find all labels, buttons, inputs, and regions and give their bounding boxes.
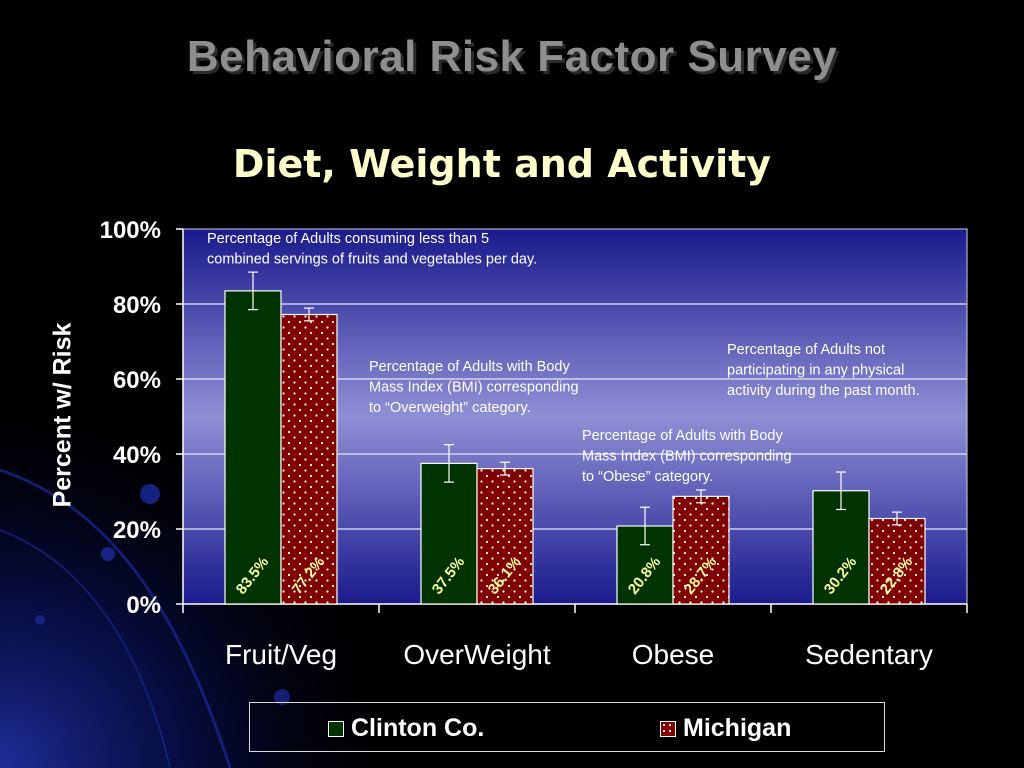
y-tick-label: 100% — [100, 217, 161, 244]
x-tick-label: Sedentary — [805, 639, 933, 670]
annotation-text: Percentage of Adults not — [727, 342, 885, 358]
annotation-text: Mass Index (BMI) corresponding — [369, 380, 579, 396]
annotation-text: activity during the past month. — [727, 383, 920, 399]
annotation-text: combined servings of fruits and vegetabl… — [207, 252, 537, 268]
legend-swatch-michigan — [660, 720, 676, 737]
x-tick-label: Fruit/Veg — [225, 639, 337, 670]
annotation-text: Percentage of Adults consuming less than… — [207, 231, 489, 247]
x-tick-label: Obese — [632, 639, 715, 670]
chart-legend: Clinton Co. Michigan — [249, 702, 885, 752]
annotation-text: Percentage of Adults with Body — [582, 428, 783, 444]
annotation-text: participating in any physical — [727, 363, 904, 379]
legend-item-clinton: Clinton Co. — [328, 714, 484, 743]
bar-clinton — [420, 462, 478, 605]
bar-clinton — [224, 290, 282, 605]
page-title: Behavioral Risk Factor Survey — [186, 32, 838, 81]
x-tick-label: OverWeight — [403, 639, 551, 670]
bar-chart: 0%20%40%60%80%100%83.5% 77.2%Fruit/Veg37.… — [100, 217, 968, 670]
legend-swatch-clinton — [328, 720, 344, 737]
y-tick-label: 60% — [113, 367, 161, 394]
y-tick-label: 0% — [126, 592, 161, 619]
bar-michigan — [280, 313, 338, 605]
legend-label-clinton: Clinton Co. — [351, 714, 485, 742]
y-tick-label: 20% — [113, 517, 161, 544]
annotation-text: Mass Index (BMI) corresponding — [582, 449, 792, 465]
bar-michigan — [672, 495, 730, 605]
annotation-text: to “Overweight” category. — [369, 400, 531, 416]
bar-michigan — [476, 468, 534, 605]
annotation-text: Percentage of Adults with Body — [369, 359, 570, 375]
y-tick-label: 80% — [113, 292, 161, 319]
y-tick-label: 40% — [113, 442, 161, 469]
legend-label-michigan: Michigan — [683, 714, 792, 742]
annotation-text: to “Obese” category. — [582, 469, 713, 485]
legend-item-michigan: Michigan — [660, 714, 791, 743]
chart-subtitle: Diet, Weight and Activity — [232, 142, 772, 186]
